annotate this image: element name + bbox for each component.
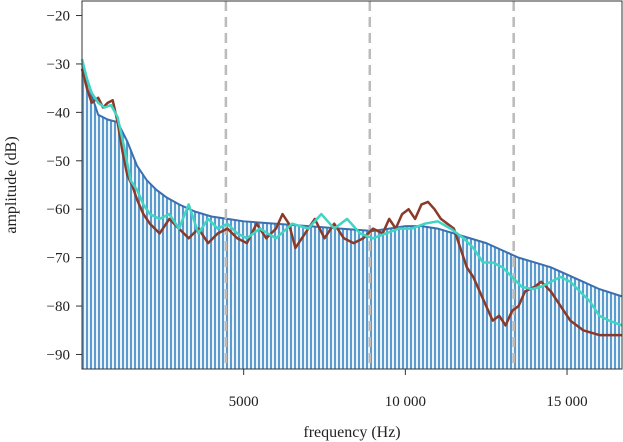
series-line-dark-red xyxy=(80,68,622,337)
spectrum-layer xyxy=(81,63,623,369)
x-tick-label: 10 000 xyxy=(385,394,426,410)
y-tick-label: −80 xyxy=(47,299,70,315)
reference-lines xyxy=(224,1,515,369)
y-tick-label: −70 xyxy=(47,251,70,267)
y-tick-label: −90 xyxy=(47,347,70,363)
x-tick-label: 15 000 xyxy=(546,394,587,410)
series-lines xyxy=(80,58,623,337)
series-line-turquoise xyxy=(80,58,623,327)
x-axis-label: frequency (Hz) xyxy=(303,424,400,441)
x-axis: 5000 10 000 15 000 xyxy=(229,369,588,410)
y-tick-label: −20 xyxy=(47,9,70,25)
y-axis: −20 −30 −40 −50 −60 −70 −80 −90 xyxy=(47,9,82,363)
y-tick-label: −50 xyxy=(47,154,70,170)
x-tick-label: 5000 xyxy=(229,394,259,410)
y-tick-label: −40 xyxy=(47,105,70,121)
y-axis-label: amplitude (dB) xyxy=(3,136,20,233)
spectrum-envelope xyxy=(81,63,623,298)
plot-frame xyxy=(81,0,623,370)
y-tick-label: −30 xyxy=(47,57,70,73)
y-tick-label: −60 xyxy=(47,202,70,218)
